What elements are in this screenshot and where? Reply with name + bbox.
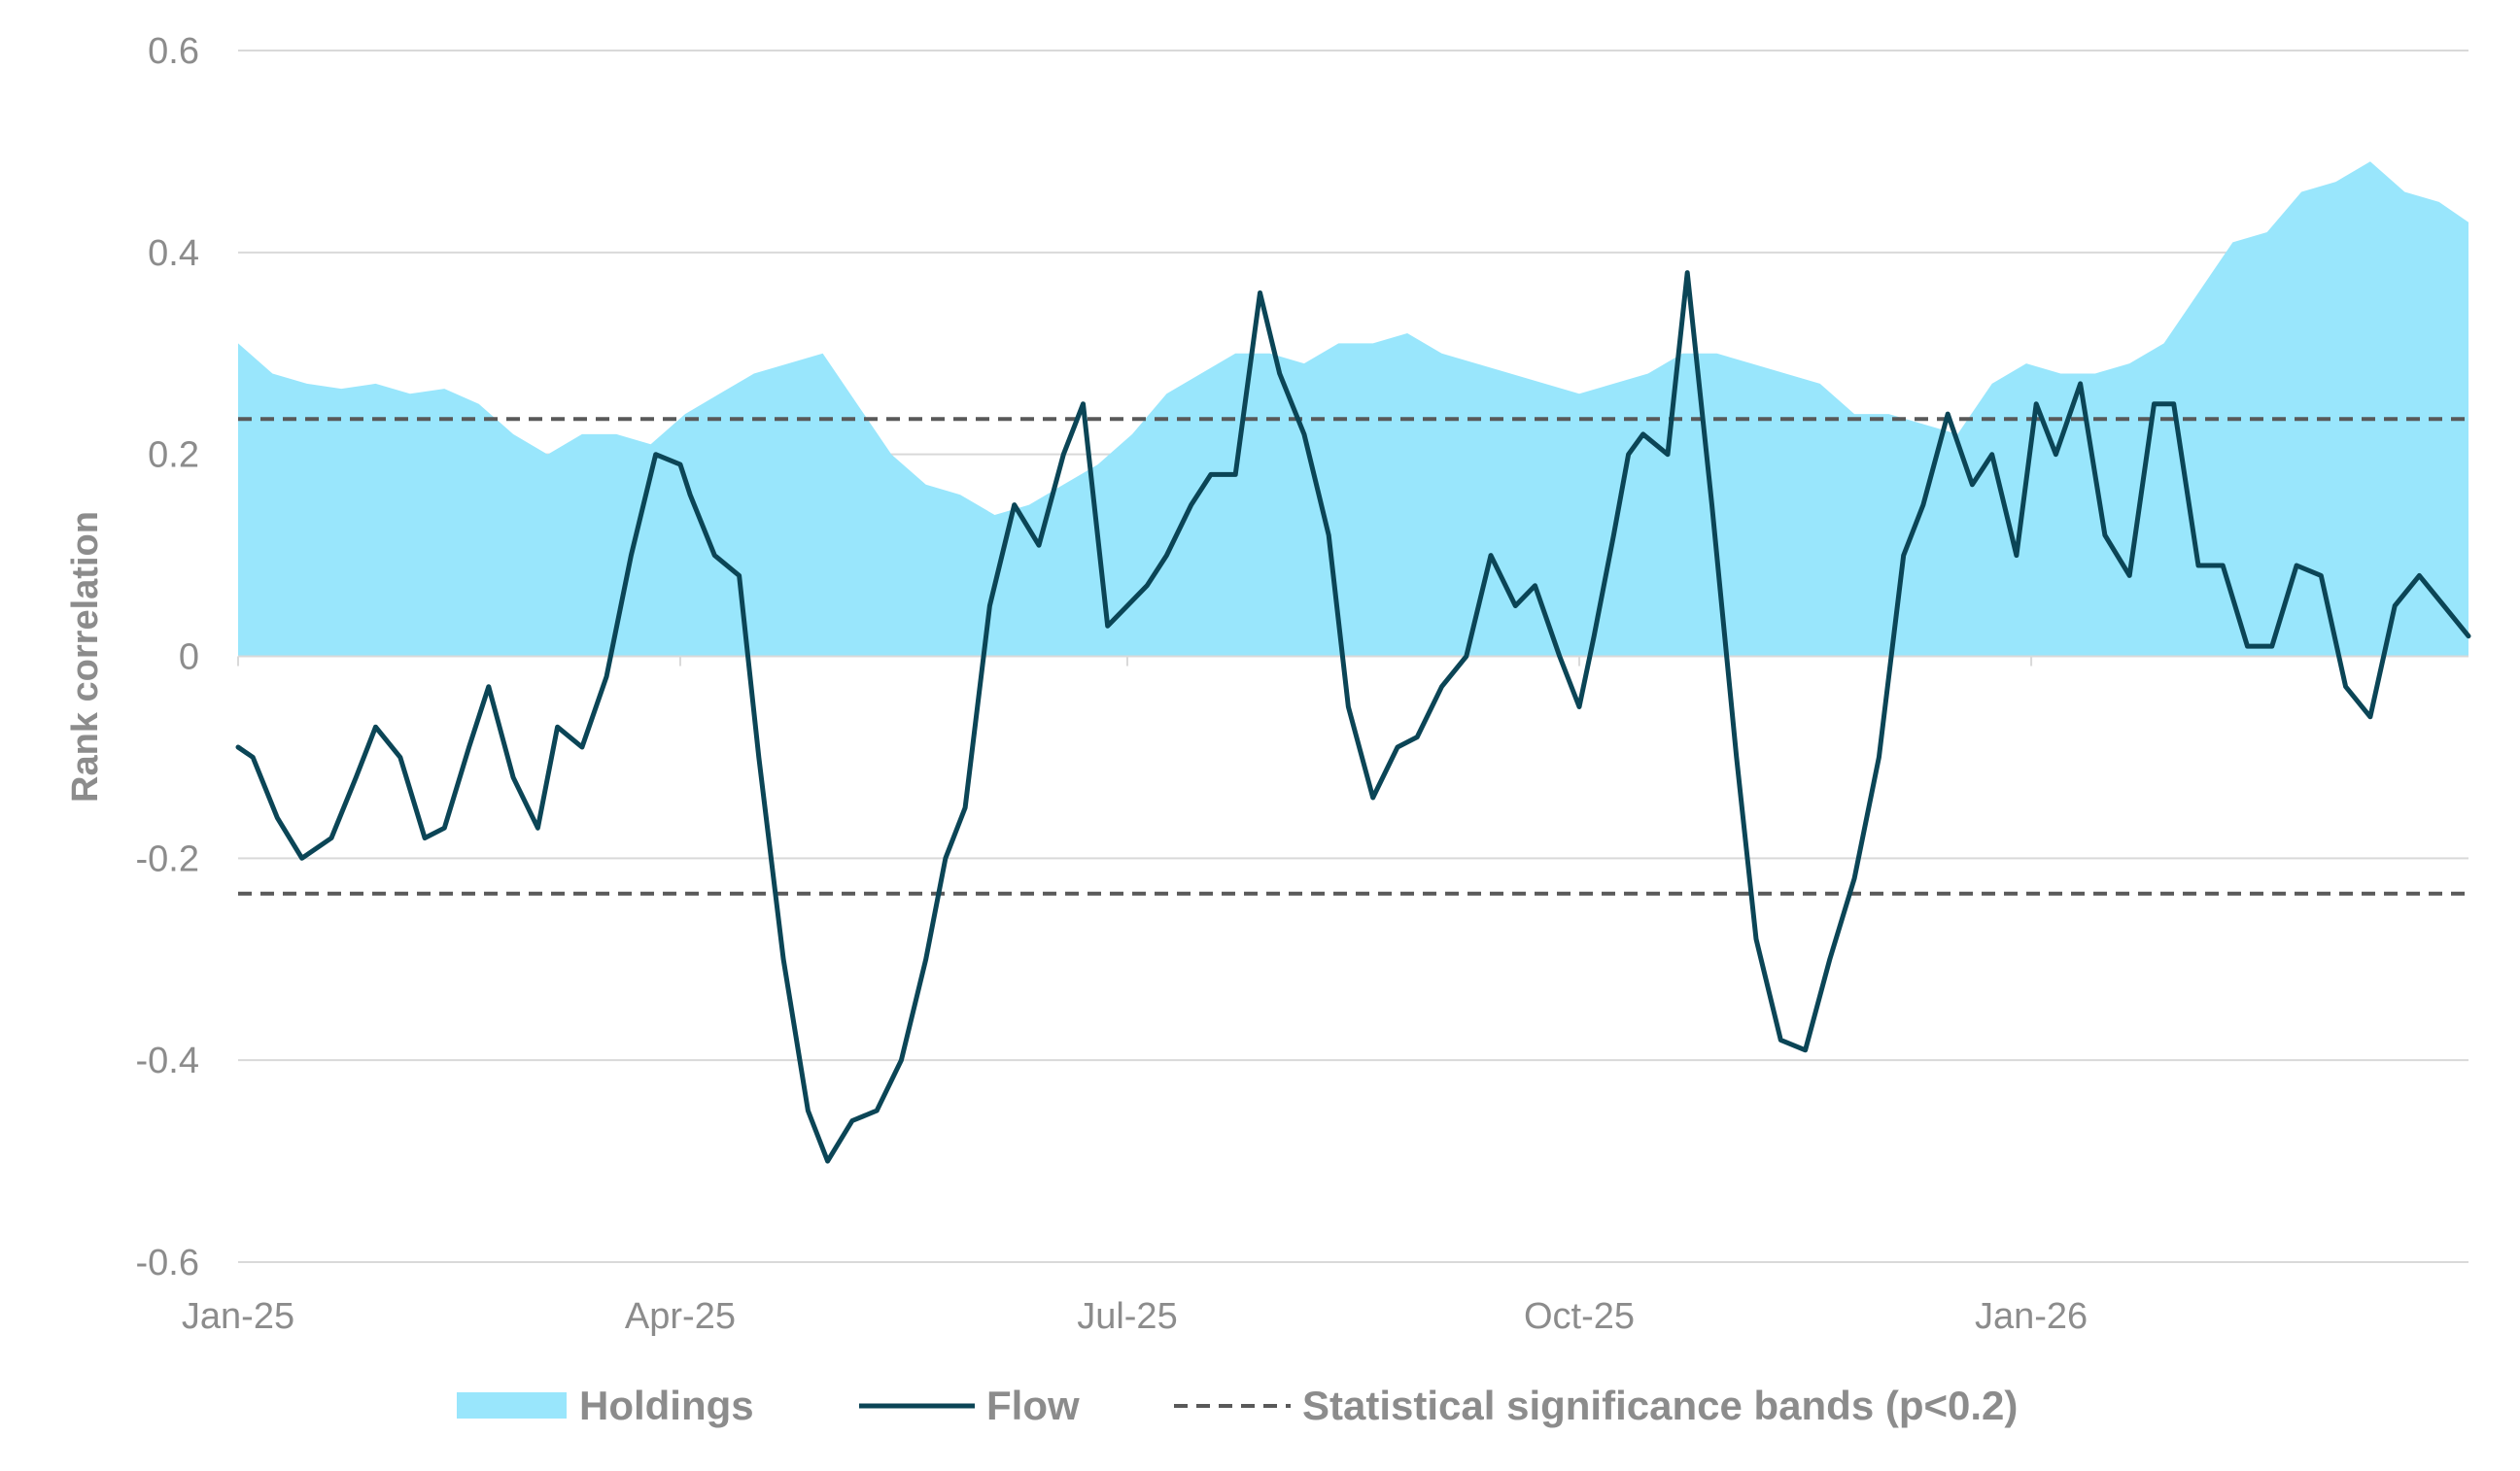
x-tick-label: Oct-25 [1524,1296,1635,1337]
x-tick-label: Jan-25 [182,1296,294,1337]
x-tick-label: Jul-25 [1077,1296,1178,1337]
y-tick-labels: -0.6 -0.4 -0.2 0 0.2 0.4 0.6 [136,31,199,1283]
holdings-area-layer [238,161,2468,657]
legend-holdings-label: Holdings [579,1383,754,1428]
y-tick-label: 0 [179,637,199,678]
x-tick-label: Jan-26 [1975,1296,2088,1337]
holdings-area [238,161,2468,657]
y-tick-label: -0.4 [136,1041,199,1081]
flow-line [235,270,2471,1164]
x-tick-label: Apr-25 [625,1296,736,1337]
zero-axis-layer [237,655,2468,667]
y-axis-title: Rank correlation [65,511,106,803]
y-tick-label: -0.6 [136,1243,199,1283]
legend-flow-label: Flow [986,1383,1080,1428]
legend: Holdings Flow Statistical significance b… [457,1383,2018,1428]
y-tick-label: 0.6 [148,31,199,72]
y-tick-label: 0.2 [148,435,199,476]
legend-bands-label: Statistical significance bands (p<0.2) [1302,1383,2018,1428]
y-tick-label: -0.2 [136,838,199,879]
significance-bands-layer [238,417,2468,896]
y-tick-label: 0.4 [148,233,199,274]
legend-holdings-swatch [457,1392,567,1419]
flow-line-layer [235,270,2471,1164]
x-tick-labels: Jan-25 Apr-25 Jul-25 Oct-25 Jan-26 [182,1296,2088,1337]
